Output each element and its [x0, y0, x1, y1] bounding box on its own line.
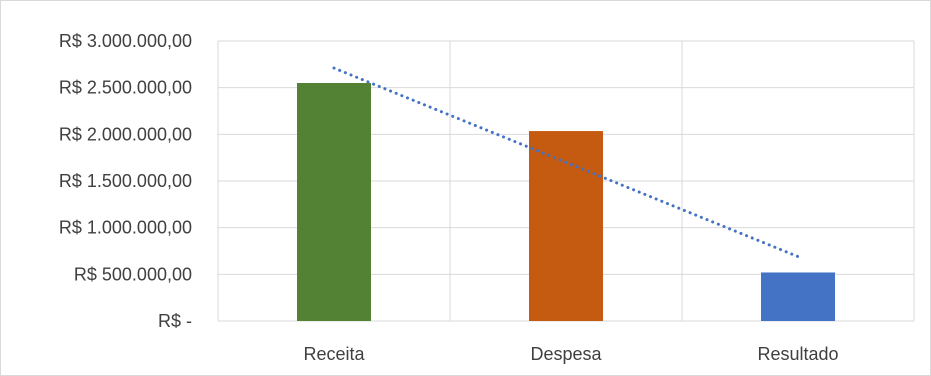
- bar-receita: [297, 83, 371, 321]
- bar-resultado: [761, 272, 835, 321]
- y-tick-label: R$ 1.000.000,00: [59, 218, 192, 238]
- y-tick-label: R$ -: [158, 311, 192, 331]
- y-tick-label: R$ 500.000,00: [74, 264, 192, 284]
- y-tick-label: R$ 2.500.000,00: [59, 78, 192, 98]
- y-axis-tick-labels: R$ - R$ 500.000,00 R$ 1.000.000,00 R$ 1.500…: [59, 31, 192, 331]
- x-axis-category-labels: Receita Despesa Resultado: [303, 344, 838, 364]
- bars: [297, 83, 835, 321]
- y-tick-label: R$ 1.500.000,00: [59, 171, 192, 191]
- y-tick-label: R$ 3.000.000,00: [59, 31, 192, 51]
- y-tick-label: R$ 2.000.000,00: [59, 124, 192, 144]
- x-tick-label: Despesa: [530, 344, 602, 364]
- trendline-line: [332, 66, 800, 259]
- trendline: [332, 66, 800, 259]
- x-tick-label: Receita: [303, 344, 365, 364]
- bar-despesa: [529, 131, 603, 321]
- x-tick-label: Resultado: [757, 344, 838, 364]
